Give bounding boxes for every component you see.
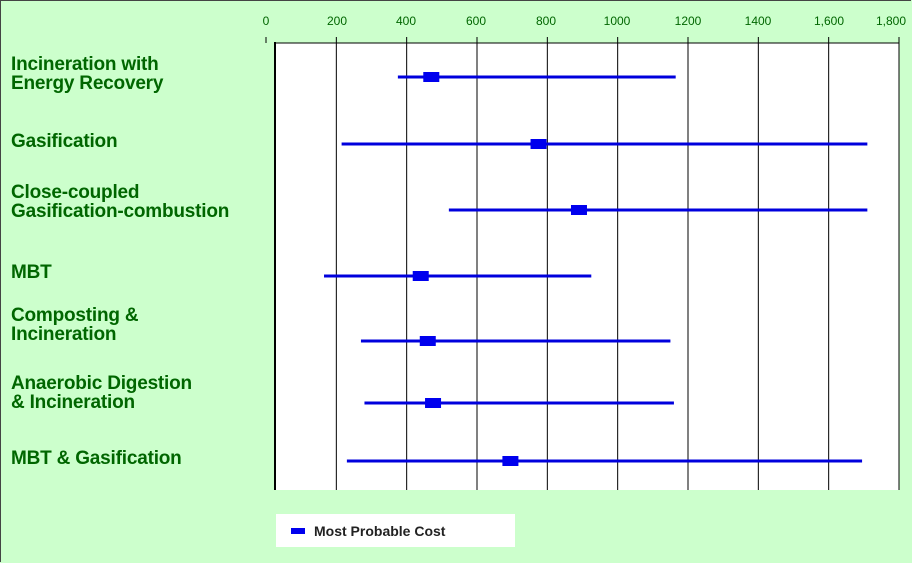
plot-area bbox=[275, 43, 899, 490]
category-label: Close-coupled Gasification-combustion bbox=[11, 182, 230, 222]
most-probable-marker bbox=[425, 398, 442, 408]
legend: Most Probable Cost bbox=[276, 514, 515, 547]
legend-swatch bbox=[291, 527, 305, 534]
category-label: Incineration with Energy Recovery bbox=[11, 54, 164, 94]
most-probable-marker bbox=[423, 72, 440, 82]
most-probable-marker bbox=[570, 205, 587, 215]
x-tick-label: 0 bbox=[262, 14, 270, 28]
most-probable-marker bbox=[412, 271, 429, 281]
x-tick-label: 1,800 bbox=[875, 14, 907, 28]
x-tick-label: 1400 bbox=[744, 14, 772, 28]
x-tick-label: 400 bbox=[395, 14, 417, 28]
legend-label: Most Probable Cost bbox=[314, 522, 446, 539]
most-probable-marker bbox=[419, 336, 436, 346]
x-tick-label: 200 bbox=[326, 14, 348, 28]
category-label: Composting & Incineration bbox=[11, 305, 139, 345]
x-tick-label: 1200 bbox=[674, 14, 702, 28]
category-label: MBT & Gasification bbox=[11, 448, 182, 469]
most-probable-marker bbox=[502, 456, 519, 466]
category-label: Anaerobic Digestion & Incineration bbox=[11, 373, 192, 413]
most-probable-marker bbox=[530, 139, 547, 149]
x-tick-label: 600 bbox=[465, 14, 487, 28]
x-tick-label: 1000 bbox=[603, 14, 631, 28]
x-tick-label: 1,600 bbox=[813, 14, 845, 28]
category-label: Gasification bbox=[11, 131, 118, 152]
x-tick-label: 800 bbox=[535, 14, 557, 28]
category-label: MBT bbox=[11, 262, 52, 283]
